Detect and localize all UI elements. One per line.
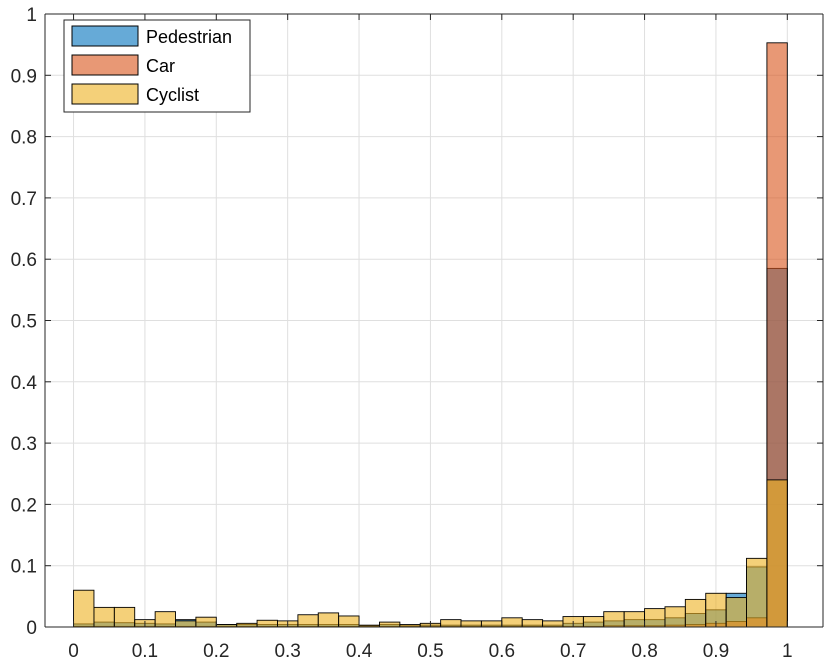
x-tick-label: 0.8 <box>631 641 657 662</box>
x-tick-label: 0.2 <box>203 641 229 662</box>
y-tick-label: 0 <box>26 618 37 639</box>
y-tick-label: 0.1 <box>11 557 37 578</box>
histogram-bar <box>113 606 136 628</box>
histogram-bar <box>603 611 625 628</box>
tick-labels: 0 0.1 0.2 0.3 0.4 0.5 0.6 0.7 0.8 0.9 1 0 0.1 0.2 0.3 0… <box>11 5 793 662</box>
x-tick-label: 0.5 <box>417 641 443 662</box>
histogram-bar <box>480 620 503 628</box>
histogram-bar <box>746 557 768 628</box>
x-tick-label: 0.7 <box>560 641 586 662</box>
histogram-bar <box>725 597 747 628</box>
histogram-bar <box>154 611 176 628</box>
y-tick-label: 0.7 <box>11 189 37 210</box>
histogram-bar <box>501 617 523 628</box>
y-tick-label: 0.8 <box>11 128 37 149</box>
x-tick-label: 0.6 <box>489 641 515 662</box>
x-tick-label: 0.1 <box>132 641 158 662</box>
x-tick-label: 0.3 <box>274 641 300 662</box>
histogram-bar <box>460 620 482 628</box>
histogram-bar <box>623 611 645 628</box>
histogram-bar <box>542 620 564 628</box>
y-tick-label: 0.6 <box>11 250 37 271</box>
histogram-bar <box>644 608 666 628</box>
histogram-bar <box>317 612 340 628</box>
y-tick-label: 0.4 <box>11 373 38 394</box>
x-tick-label: 0 <box>68 641 79 662</box>
histogram-bar <box>440 619 462 628</box>
histogram-bar <box>256 619 278 628</box>
histogram-bar <box>521 619 544 628</box>
histogram-bar <box>379 621 401 628</box>
histogram-bar <box>93 606 115 628</box>
x-tick-label: 0.9 <box>703 641 729 662</box>
histogram-bar <box>664 606 686 628</box>
legend-label-car: Car <box>146 56 175 76</box>
x-tick-label: 1 <box>782 641 793 662</box>
histogram-bar <box>684 598 707 628</box>
histogram-bar <box>195 616 217 628</box>
histogram-bar <box>175 620 197 628</box>
histogram-bar <box>73 589 95 628</box>
y-tick-label: 0.5 <box>11 312 37 333</box>
histogram-bar <box>236 622 258 628</box>
legend-label-cyclist: Cyclist <box>146 85 199 105</box>
axes <box>44 13 824 628</box>
histogram-bar <box>766 479 788 628</box>
histogram-bar <box>582 616 605 628</box>
legend: Pedestrian Car Cyclist <box>63 19 251 113</box>
y-tick-label: 0.3 <box>11 434 37 455</box>
x-tick-label: 0.4 <box>346 641 373 662</box>
legend-swatch-cyclist <box>71 83 139 105</box>
y-tick-label: 0.2 <box>11 495 37 516</box>
y-tick-label: 1 <box>26 5 37 26</box>
legend-swatch-car <box>71 54 139 76</box>
histogram-bar <box>338 615 360 628</box>
histogram-bar <box>297 614 319 628</box>
legend-label-pedestrian: Pedestrian <box>146 27 232 47</box>
y-tick-label: 0.9 <box>11 66 37 87</box>
legend-swatch-pedestrian <box>71 25 139 47</box>
